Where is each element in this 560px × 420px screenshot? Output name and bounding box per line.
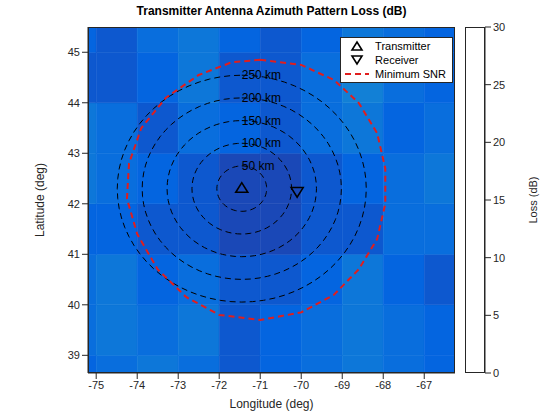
svg-text:10: 10 bbox=[493, 252, 505, 264]
svg-text:0: 0 bbox=[493, 367, 499, 379]
svg-text:-71: -71 bbox=[252, 379, 268, 391]
svg-text:5: 5 bbox=[493, 309, 499, 321]
html-text:Longitude (deg): Longitude (deg) bbox=[229, 397, 314, 411]
svg-text:250 km: 250 km bbox=[242, 68, 281, 82]
html-text:Transmitter Antenna Azimuth Pa: Transmitter Antenna Azimuth Pattern Loss… bbox=[136, 4, 407, 18]
svg-text:45: 45 bbox=[68, 46, 80, 58]
svg-text:41: 41 bbox=[68, 248, 80, 260]
svg-text:100 km: 100 km bbox=[242, 136, 281, 150]
svg-text:-68: -68 bbox=[375, 379, 391, 391]
svg-text:42: 42 bbox=[68, 198, 80, 210]
svg-text:43: 43 bbox=[68, 147, 80, 159]
svg-text:44: 44 bbox=[68, 97, 80, 109]
html-text:Loss (dB): Loss (dB) bbox=[527, 176, 539, 224]
svg-text:-69: -69 bbox=[334, 379, 350, 391]
svg-text:-70: -70 bbox=[293, 379, 309, 391]
html-text:Minimum SNR: Minimum SNR bbox=[375, 68, 446, 80]
svg-text:-72: -72 bbox=[211, 379, 227, 391]
svg-text:-74: -74 bbox=[129, 379, 145, 391]
svg-text:50 km: 50 km bbox=[242, 159, 275, 173]
svg-text:-67: -67 bbox=[416, 379, 432, 391]
svg-text:200 km: 200 km bbox=[242, 91, 281, 105]
svg-text:-73: -73 bbox=[170, 379, 186, 391]
svg-text:15: 15 bbox=[493, 194, 505, 206]
html-text:Receiver: Receiver bbox=[375, 54, 419, 66]
svg-text:-75: -75 bbox=[88, 379, 104, 391]
svg-text:30: 30 bbox=[493, 21, 505, 33]
svg-text:40: 40 bbox=[68, 299, 80, 311]
svg-text:150 km: 150 km bbox=[242, 114, 281, 128]
svg-text:39: 39 bbox=[68, 349, 80, 361]
svg-text:25: 25 bbox=[493, 79, 505, 91]
svg-text:20: 20 bbox=[493, 136, 505, 148]
html-text:Transmitter: Transmitter bbox=[375, 40, 431, 52]
html-text:Latitude (deg): Latitude (deg) bbox=[33, 163, 47, 237]
